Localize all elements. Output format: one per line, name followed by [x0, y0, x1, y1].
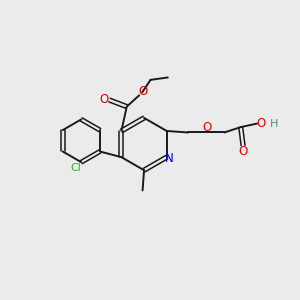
Text: Cl: Cl	[70, 163, 81, 172]
Text: H: H	[270, 118, 278, 128]
Text: N: N	[165, 152, 173, 165]
Text: O: O	[256, 117, 266, 130]
Text: O: O	[100, 93, 109, 106]
Text: O: O	[138, 85, 147, 98]
Text: O: O	[202, 121, 211, 134]
Text: O: O	[238, 145, 248, 158]
